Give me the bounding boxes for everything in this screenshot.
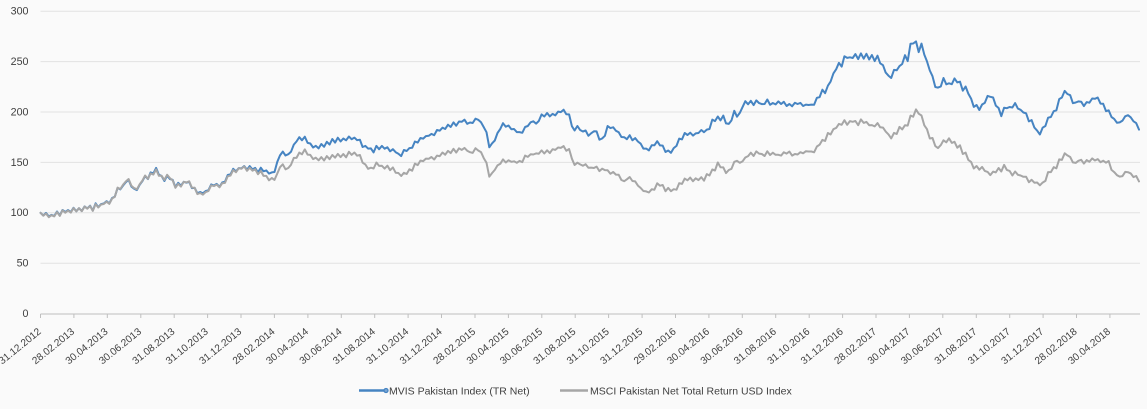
svg-text:200: 200 — [11, 106, 29, 118]
svg-text:MVIS Pakistan Index (TR Net): MVIS Pakistan Index (TR Net) — [389, 385, 530, 397]
svg-text:MSCI Pakistan Net Total Return: MSCI Pakistan Net Total Return USD Index — [590, 385, 792, 397]
svg-text:250: 250 — [11, 56, 29, 68]
svg-text:0: 0 — [23, 308, 29, 320]
svg-text:50: 50 — [17, 258, 29, 270]
svg-text:100: 100 — [11, 207, 29, 219]
svg-text:300: 300 — [11, 6, 29, 18]
svg-text:150: 150 — [11, 157, 29, 169]
